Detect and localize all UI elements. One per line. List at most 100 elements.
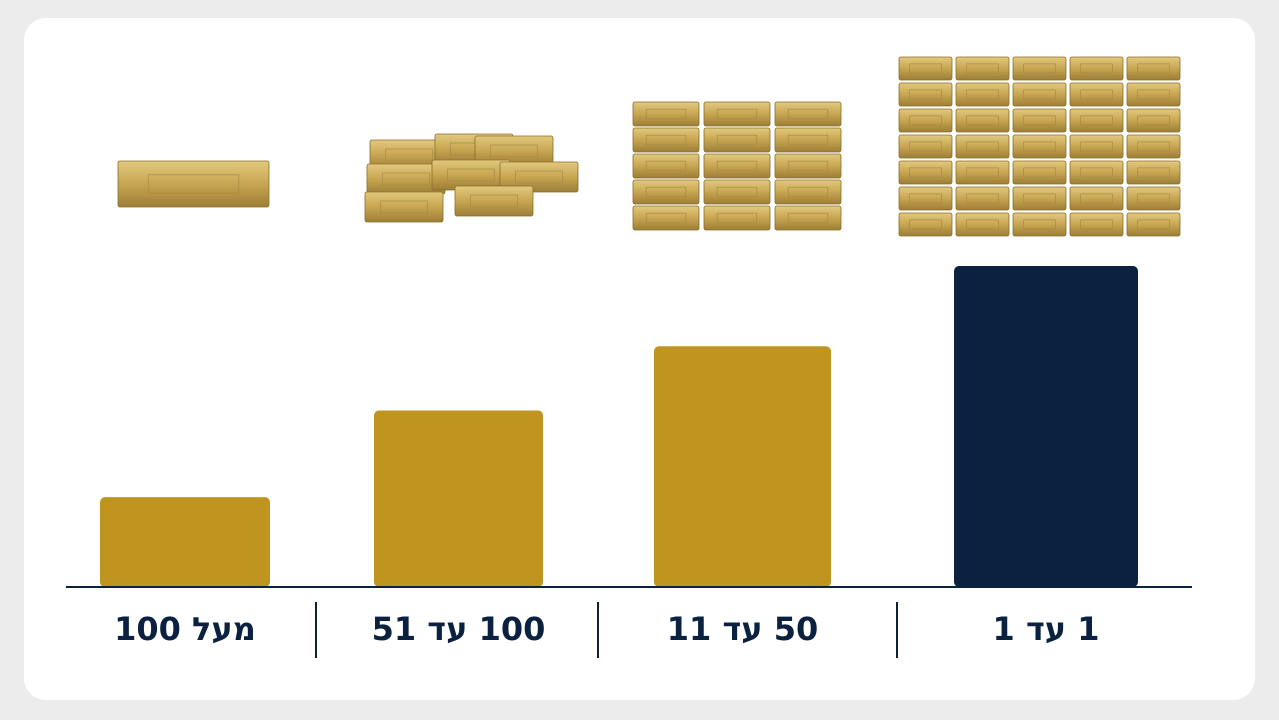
ingot-engraving bbox=[1080, 167, 1113, 178]
ingot-engraving bbox=[787, 108, 829, 120]
ingot bbox=[703, 101, 771, 127]
bar bbox=[374, 410, 543, 587]
ingot-engraving bbox=[1080, 193, 1113, 204]
ingot-engraving bbox=[787, 186, 829, 198]
ingot bbox=[1069, 134, 1124, 159]
ingot bbox=[632, 205, 700, 231]
ingot-engraving bbox=[645, 108, 687, 120]
ingot-engraving bbox=[1137, 63, 1170, 74]
ingot-engraving bbox=[716, 108, 758, 120]
ingot bbox=[1126, 82, 1181, 107]
ingot-engraving bbox=[716, 212, 758, 224]
ingot bbox=[1126, 134, 1181, 159]
ingot-engraving bbox=[1080, 141, 1113, 152]
bar bbox=[100, 497, 270, 587]
ingot-engraving bbox=[787, 212, 829, 224]
ingot bbox=[632, 153, 700, 179]
ingot-engraving bbox=[966, 193, 999, 204]
ingot bbox=[431, 159, 511, 191]
ingot bbox=[955, 212, 1010, 237]
ingot bbox=[898, 108, 953, 133]
ingot bbox=[898, 212, 953, 237]
ingot-engraving bbox=[385, 148, 433, 162]
ingot-engraving bbox=[966, 115, 999, 126]
x-tick-label: 100 עד 51 bbox=[372, 610, 546, 648]
ingot bbox=[898, 134, 953, 159]
gold-bar-icons bbox=[117, 56, 1181, 237]
ingot bbox=[955, 108, 1010, 133]
ingot bbox=[1126, 108, 1181, 133]
x-tick-label: 50 עד 11 bbox=[667, 610, 818, 648]
ingot bbox=[1069, 108, 1124, 133]
ingot-engraving bbox=[1080, 63, 1113, 74]
ingot-engraving bbox=[966, 219, 999, 230]
ingot bbox=[632, 179, 700, 205]
ingot-engraving bbox=[909, 167, 942, 178]
ingot bbox=[1012, 134, 1067, 159]
ingot-engraving bbox=[1080, 219, 1113, 230]
ingot bbox=[499, 161, 579, 193]
ingot bbox=[632, 127, 700, 153]
ingot-engraving bbox=[490, 144, 538, 158]
x-tick-label: 1 עד 1 bbox=[993, 610, 1100, 648]
ingot bbox=[1069, 160, 1124, 185]
ingot bbox=[703, 205, 771, 231]
bar bbox=[654, 346, 831, 587]
x-tick-label: מעל 100 bbox=[114, 610, 256, 648]
ingot bbox=[898, 160, 953, 185]
ingot bbox=[1069, 212, 1124, 237]
ingot-engraving bbox=[1080, 89, 1113, 100]
ingot-engraving bbox=[966, 167, 999, 178]
ingot-engraving bbox=[470, 194, 518, 208]
ingot-engraving bbox=[380, 200, 428, 214]
ingot-engraving bbox=[147, 174, 240, 194]
ingot-engraving bbox=[1137, 115, 1170, 126]
ingot-engraving bbox=[1137, 141, 1170, 152]
ingot bbox=[1069, 56, 1124, 81]
ingot bbox=[955, 82, 1010, 107]
ingot bbox=[703, 127, 771, 153]
ingot-engraving bbox=[966, 89, 999, 100]
ingot bbox=[1012, 160, 1067, 185]
ingot-engraving bbox=[787, 160, 829, 172]
ingot-engraving bbox=[1137, 219, 1170, 230]
ingot-engraving bbox=[1137, 89, 1170, 100]
ingot-engraving bbox=[645, 212, 687, 224]
ingot-engraving bbox=[1137, 193, 1170, 204]
ingot-engraving bbox=[909, 89, 942, 100]
ingot-engraving bbox=[716, 134, 758, 146]
ingot bbox=[1069, 186, 1124, 211]
ingot-engraving bbox=[909, 193, 942, 204]
ingot bbox=[1012, 56, 1067, 81]
ingot-engraving bbox=[1023, 193, 1056, 204]
ingot bbox=[955, 160, 1010, 185]
ingot-engraving bbox=[645, 134, 687, 146]
ingot bbox=[955, 134, 1010, 159]
ingot-engraving bbox=[716, 186, 758, 198]
ingot-engraving bbox=[1137, 167, 1170, 178]
ingot bbox=[774, 127, 842, 153]
ingot bbox=[1126, 212, 1181, 237]
ingot bbox=[632, 101, 700, 127]
ingot bbox=[703, 179, 771, 205]
ingot bbox=[774, 153, 842, 179]
ingot bbox=[1126, 186, 1181, 211]
ingot-engraving bbox=[515, 170, 563, 184]
ingot bbox=[898, 56, 953, 81]
ingot-engraving bbox=[1023, 167, 1056, 178]
ingot bbox=[898, 186, 953, 211]
ingot-engraving bbox=[645, 186, 687, 198]
ingot bbox=[117, 160, 270, 208]
ingot-engraving bbox=[1023, 141, 1056, 152]
ingot bbox=[1069, 82, 1124, 107]
ingot bbox=[1126, 56, 1181, 81]
ingot bbox=[774, 179, 842, 205]
ingot-engraving bbox=[447, 168, 495, 182]
ingot bbox=[1012, 108, 1067, 133]
ingot bbox=[1012, 212, 1067, 237]
ingot-engraving bbox=[1023, 219, 1056, 230]
ingot bbox=[1126, 160, 1181, 185]
ingot-engraving bbox=[909, 141, 942, 152]
